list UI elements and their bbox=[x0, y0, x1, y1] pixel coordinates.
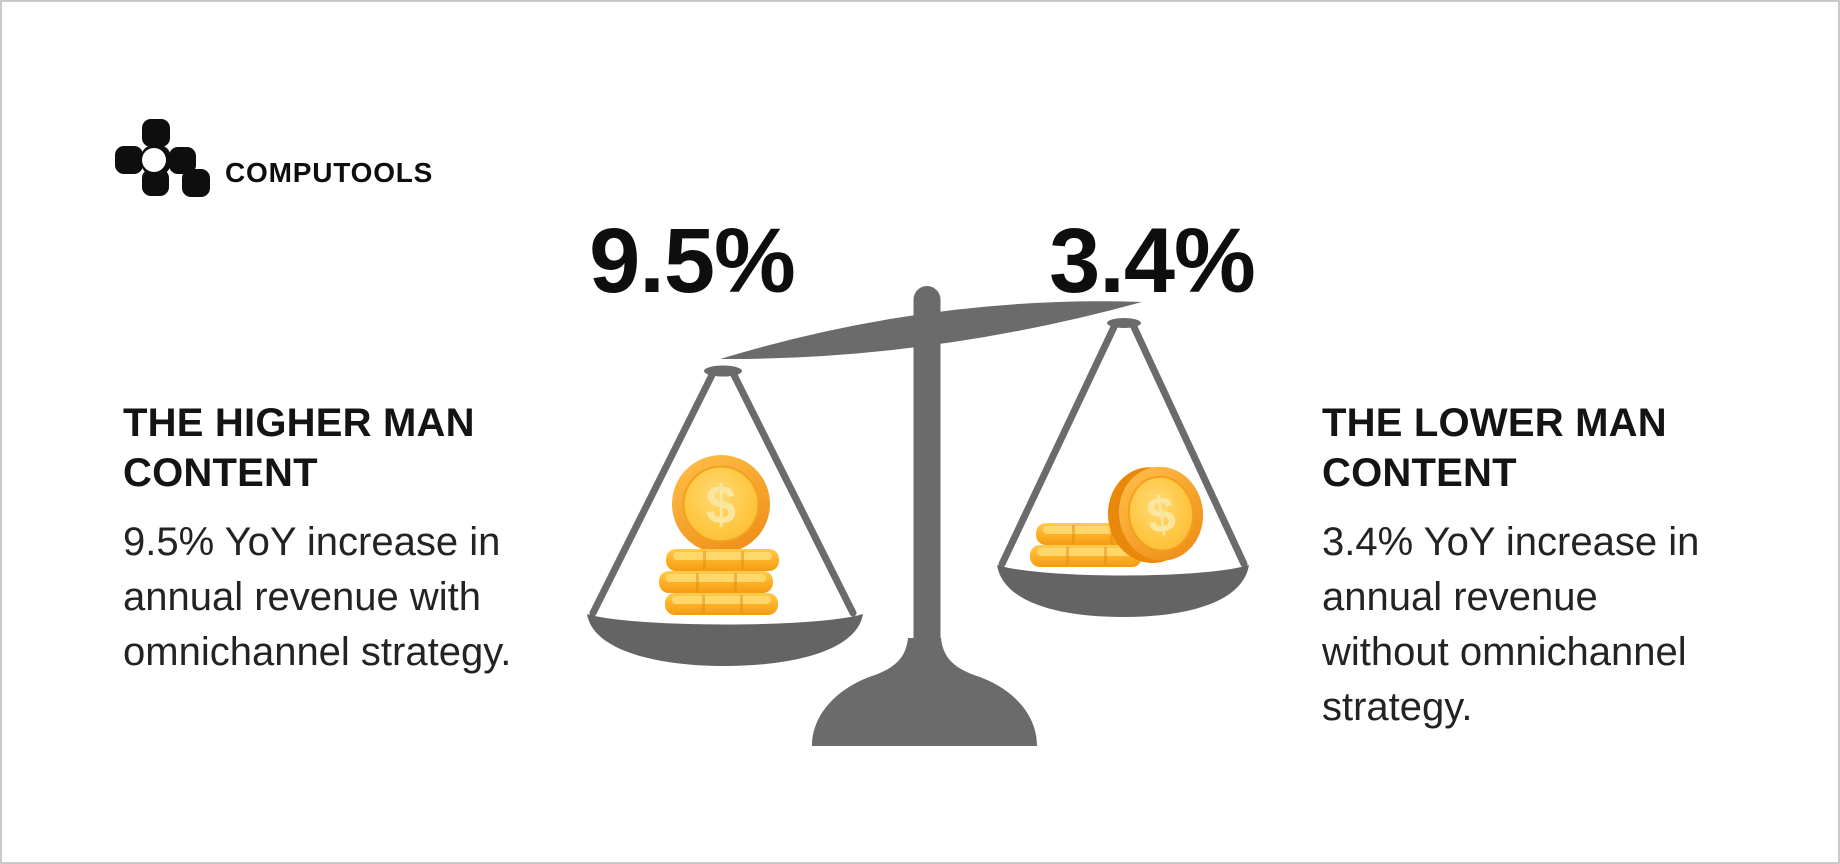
left-scale-value: 9.5% bbox=[589, 210, 796, 312]
right-heading-line-1: THE LOWER MAN bbox=[1322, 401, 1667, 445]
left-pan: $ bbox=[587, 365, 863, 666]
right-dollar-coin: $ bbox=[1107, 466, 1204, 564]
right-description-line-4: strategy. bbox=[1322, 685, 1473, 729]
right-scale-value: 3.4% bbox=[1049, 210, 1256, 312]
left-heading-line-2: CONTENT bbox=[123, 451, 318, 495]
right-description-line-1: 3.4% YoY increase in bbox=[1322, 520, 1700, 564]
scale-base bbox=[812, 638, 1037, 746]
right-text-panel: THE LOWER MAN CONTENT 3.4% YoY increase … bbox=[1322, 398, 1752, 735]
computools-logo-icon bbox=[115, 119, 210, 197]
right-pan-bowl bbox=[997, 565, 1249, 617]
right-heading-line-2: CONTENT bbox=[1322, 451, 1517, 495]
right-heading: THE LOWER MAN CONTENT bbox=[1322, 398, 1752, 498]
right-description-line-3: without omnichannel bbox=[1322, 630, 1687, 674]
right-description-line-2: annual revenue bbox=[1322, 575, 1598, 619]
left-coin-stack bbox=[659, 549, 779, 615]
left-description-line-3: omnichannel strategy. bbox=[123, 630, 512, 674]
scale-post bbox=[913, 286, 941, 651]
left-heading-line-1: THE HIGHER MAN bbox=[123, 401, 475, 445]
brand-name: COMPUTOOLS bbox=[225, 157, 434, 188]
balance-scale-illustration: $ bbox=[587, 286, 1249, 746]
left-pan-bowl bbox=[587, 614, 863, 666]
right-description: 3.4% YoY increase in annual revenue with… bbox=[1322, 515, 1752, 735]
left-description-line-2: annual revenue with bbox=[123, 575, 482, 619]
left-dollar-coin: $ bbox=[672, 455, 770, 553]
left-heading: THE HIGHER MAN CONTENT bbox=[123, 398, 568, 498]
scale-beam bbox=[720, 301, 1142, 360]
logo: COMPUTOOLS bbox=[115, 119, 575, 199]
right-pan: $ bbox=[997, 318, 1249, 617]
left-text-panel: THE HIGHER MAN CONTENT 9.5% YoY increase… bbox=[123, 398, 568, 680]
left-coin-dollar-sign: $ bbox=[706, 475, 736, 535]
left-description-line-1: 9.5% YoY increase in bbox=[123, 520, 501, 564]
left-description: 9.5% YoY increase in annual revenue with… bbox=[123, 515, 568, 680]
